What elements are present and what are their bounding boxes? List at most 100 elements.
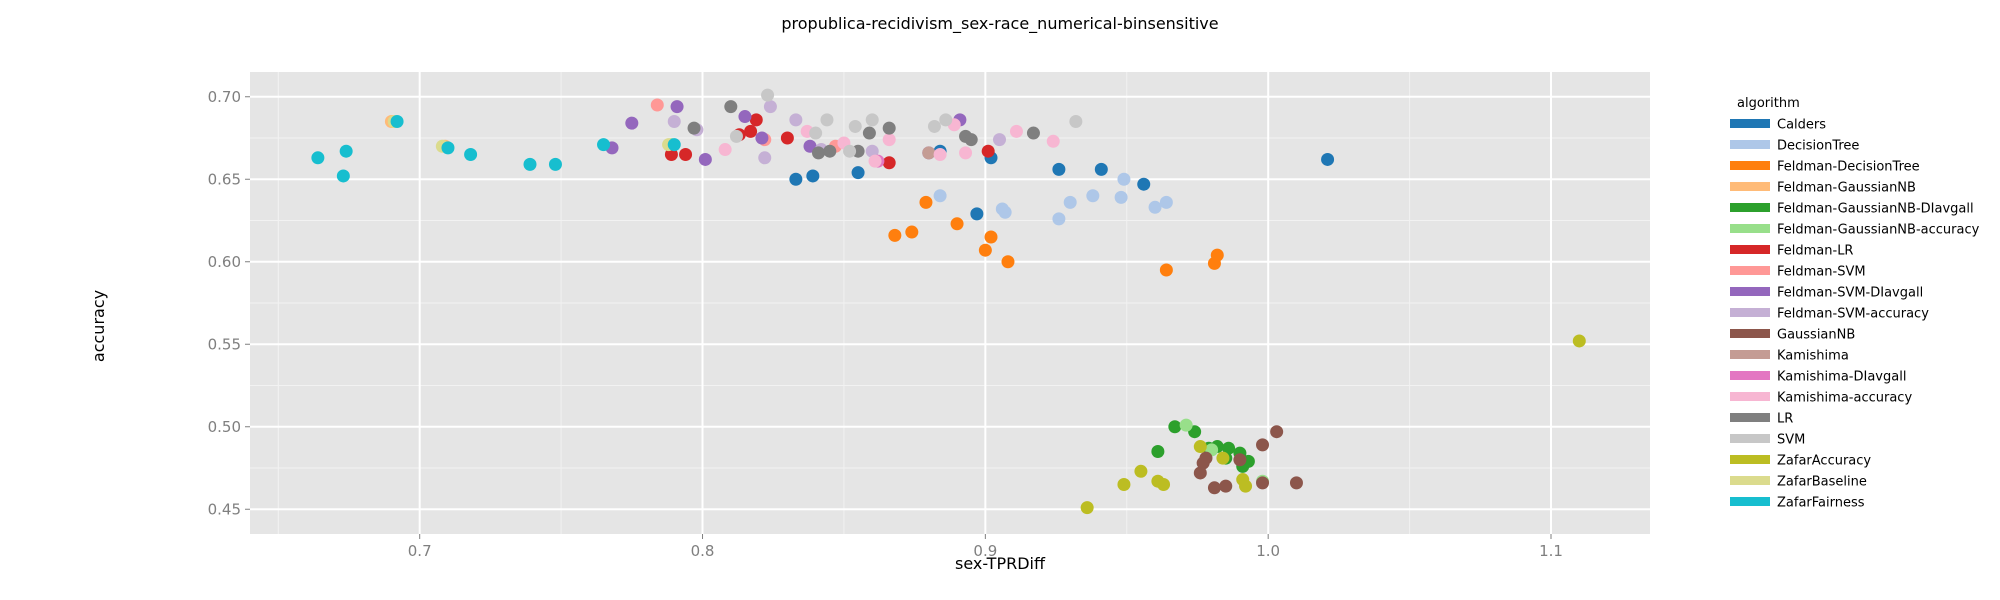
legend-item: Kamishima-accuracy [1730, 391, 1912, 406]
data-point [1159, 263, 1173, 277]
data-point [1193, 466, 1207, 480]
data-point [1233, 453, 1247, 467]
data-point [964, 133, 978, 147]
data-point [950, 217, 964, 231]
data-point [597, 138, 611, 152]
legend-label: Kamishima-accuracy [1777, 391, 1912, 406]
legend-swatch [1730, 182, 1770, 191]
legend-item: Feldman-LR [1730, 244, 1853, 259]
data-point [548, 157, 562, 171]
data-point [339, 144, 353, 158]
data-point [667, 138, 681, 152]
legend-swatch [1730, 413, 1770, 422]
data-point [1270, 425, 1284, 439]
data-point [1137, 177, 1151, 191]
data-point [809, 126, 823, 140]
legend-item: Kamishima [1730, 349, 1849, 364]
data-point [1069, 115, 1083, 128]
data-point [882, 133, 896, 147]
data-point [806, 169, 820, 183]
legend-item: Feldman-SVM [1730, 265, 1866, 280]
data-point [848, 119, 862, 133]
legend-label: SVM [1777, 433, 1805, 448]
data-point [780, 131, 794, 145]
y-axis-label: accuracy [89, 290, 108, 362]
legend-item: Feldman-DecisionTree [1730, 160, 1920, 175]
legend-items: Calders DecisionTree Feldman-DecisionTree F… [1730, 118, 1980, 511]
data-point [1001, 255, 1015, 269]
legend-item: Calders [1730, 118, 1826, 133]
data-point [1289, 476, 1303, 490]
legend-swatch [1730, 203, 1770, 212]
legend-label: Feldman-GaussianNB-DIavgall [1777, 202, 1974, 217]
data-point [738, 110, 752, 124]
data-point [789, 113, 803, 127]
legend-swatch [1730, 350, 1770, 359]
x-tick-label: 0.9 [973, 542, 997, 560]
data-point [1179, 418, 1193, 432]
data-point [992, 133, 1006, 147]
data-point [625, 116, 639, 130]
data-point [1080, 501, 1094, 515]
legend-item: LR [1730, 412, 1793, 427]
data-point [888, 228, 902, 242]
data-point [862, 126, 876, 140]
legend-swatch [1730, 329, 1770, 338]
data-point [843, 144, 857, 158]
legend-swatch [1730, 245, 1770, 254]
data-point [390, 115, 404, 128]
data-point [922, 146, 936, 160]
data-point [789, 172, 803, 186]
data-point [311, 151, 325, 165]
legend-swatch [1730, 224, 1770, 233]
data-point [939, 113, 953, 127]
data-point [865, 113, 879, 127]
legend-swatch [1730, 287, 1770, 296]
legend-swatch [1730, 392, 1770, 401]
data-point [978, 243, 992, 257]
data-point [1168, 420, 1182, 434]
data-point [758, 151, 772, 165]
data-point [1134, 464, 1148, 478]
data-point [698, 152, 712, 166]
data-point [1216, 451, 1230, 465]
x-tick-label: 0.8 [691, 542, 715, 560]
data-point [1086, 189, 1100, 203]
legend-label: GaussianNB [1777, 328, 1855, 343]
series-feldman-decisiontree [888, 195, 1224, 277]
series-decisiontree [933, 172, 1173, 226]
data-point [1572, 334, 1586, 348]
data-point [667, 115, 681, 128]
legend-label: Feldman-SVM [1777, 265, 1866, 280]
data-point [1114, 190, 1128, 204]
legend-swatch [1730, 161, 1770, 170]
data-point [650, 98, 664, 112]
data-point [1219, 479, 1233, 493]
data-point [905, 225, 919, 239]
data-point [998, 205, 1012, 219]
data-point [1321, 152, 1335, 166]
legend-label: Feldman-LR [1777, 244, 1853, 259]
legend-item: Kamishima-DIavgall [1730, 370, 1906, 385]
series-svm [729, 88, 1083, 158]
y-tick-label: 0.55 [208, 335, 241, 353]
data-point [1256, 438, 1270, 452]
legend-item: Feldman-GaussianNB-accuracy [1730, 223, 1980, 238]
legend-label: ZafarBaseline [1777, 475, 1867, 490]
legend-label: Kamishima [1777, 349, 1849, 364]
series-gaussiannb [1193, 425, 1303, 495]
data-point [724, 100, 738, 114]
legend-label: Feldman-GaussianNB-accuracy [1777, 223, 1980, 238]
data-point [1210, 248, 1224, 262]
data-point [970, 207, 984, 221]
legend-swatch [1730, 371, 1770, 380]
data-point [464, 148, 478, 161]
data-point [1052, 162, 1066, 176]
data-point [1148, 200, 1162, 214]
data-point [687, 121, 701, 135]
data-point [882, 121, 896, 135]
legend-label: Kamishima-DIavgall [1777, 370, 1906, 385]
major-gridlines [250, 72, 1650, 534]
legend-label: DecisionTree [1777, 139, 1859, 154]
legend-swatch [1730, 497, 1770, 506]
